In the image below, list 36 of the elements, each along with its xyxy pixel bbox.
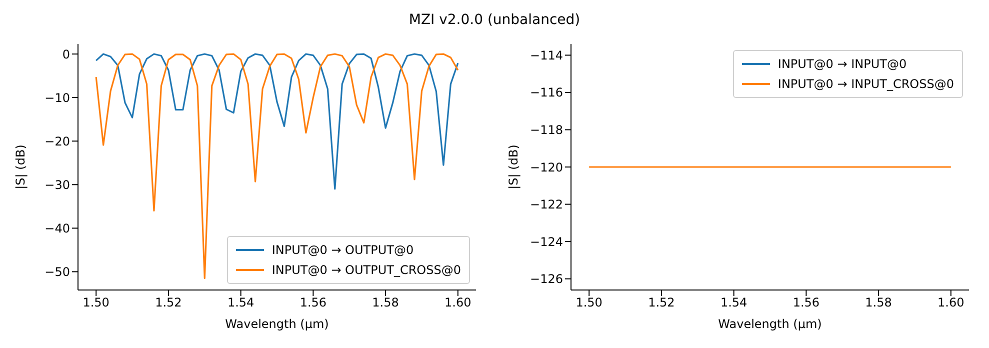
- x-tick-label: 1.58: [865, 296, 892, 310]
- y-tick-label: −124: [530, 234, 563, 249]
- x-tick-label: 1.50: [576, 296, 602, 310]
- y-axis-title: |S| (dB): [506, 144, 520, 190]
- y-tick-label: −118: [530, 122, 563, 137]
- x-tick-label: 1.52: [155, 296, 182, 310]
- x-tick-label: 1.60: [938, 296, 964, 310]
- x-tick-label: 1.52: [648, 296, 675, 310]
- y-tick-label: 0: [62, 47, 70, 62]
- y-tick-label: −122: [530, 198, 563, 212]
- x-axis-title: Wavelength (µm): [225, 317, 329, 331]
- x-tick-label: 1.56: [300, 296, 327, 310]
- y-tick-label: −114: [530, 48, 563, 62]
- x-tick-label: 1.58: [372, 296, 399, 310]
- chart-title: MZI v2.0.0 (unbalanced): [408, 11, 582, 30]
- x-tick-label: 1.50: [82, 296, 110, 310]
- x-tick-label: 1.56: [792, 296, 820, 310]
- legend-label: INPUT@0 → INPUT_CROSS@0: [778, 77, 954, 91]
- legend-label: INPUT@0 → OUTPUT@0: [272, 243, 414, 257]
- y-tick-label: −40: [44, 221, 70, 236]
- y-tick-label: −120: [530, 160, 563, 174]
- y-tick-label: −116: [530, 86, 563, 100]
- y-tick-label: −10: [44, 90, 70, 105]
- y-tick-label: −126: [530, 272, 563, 286]
- y-tick-label: −30: [44, 178, 70, 192]
- legend-label: INPUT@0 → OUTPUT_CROSS@0: [272, 263, 461, 277]
- line-series: [95, 53, 459, 190]
- legend-label: INPUT@0 → INPUT@0: [778, 57, 907, 71]
- y-tick-label: −50: [44, 264, 70, 279]
- x-tick-label: 1.54: [720, 296, 748, 310]
- y-tick-label: −20: [44, 134, 70, 148]
- x-axis-title: Wavelength (µm): [718, 317, 822, 331]
- x-tick-label: 1.60: [444, 296, 472, 310]
- x-tick-label: 1.54: [227, 296, 254, 310]
- line-series: [95, 53, 459, 280]
- y-axis-title: |S| (dB): [13, 144, 28, 190]
